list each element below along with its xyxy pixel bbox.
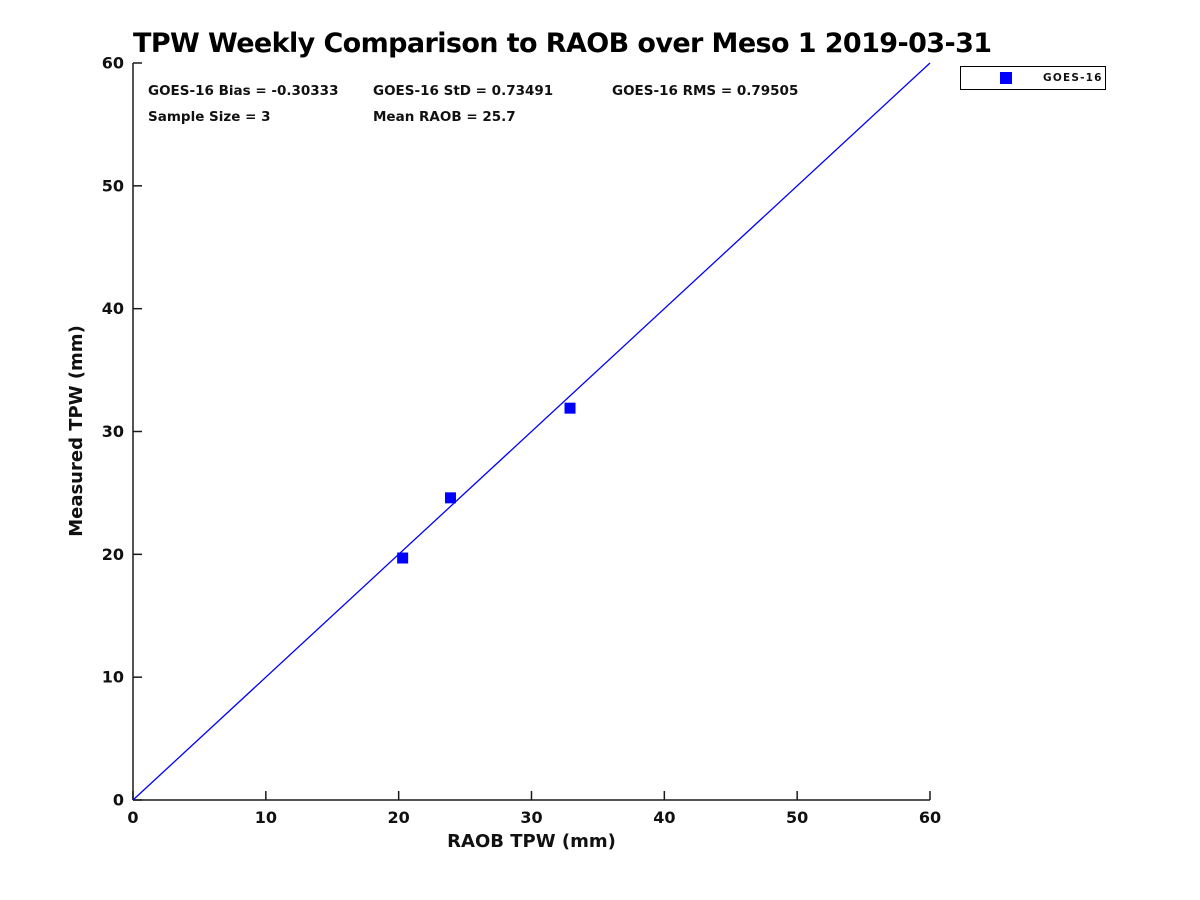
y-tick-label: 0 xyxy=(113,791,124,810)
stat-bias: GOES-16 Bias = -0.30333 xyxy=(148,83,339,99)
data-point-goes-16 xyxy=(564,402,576,414)
x-tick-label: 50 xyxy=(786,808,808,827)
stat-rms: GOES-16 RMS = 0.79505 xyxy=(612,83,799,99)
x-tick-label: 60 xyxy=(919,808,941,827)
x-tick-label: 40 xyxy=(653,808,675,827)
y-tick-label: 30 xyxy=(102,422,124,441)
stat-mean-raob: Mean RAOB = 25.7 xyxy=(373,109,516,125)
y-tick-label: 50 xyxy=(102,176,124,195)
legend-box: GOES-16 xyxy=(960,66,1106,90)
legend-square-marker-icon xyxy=(1000,72,1012,84)
stat-std: GOES-16 StD = 0.73491 xyxy=(373,83,554,99)
stat-sample-size: Sample Size = 3 xyxy=(148,109,271,125)
x-tick-label: 20 xyxy=(388,808,410,827)
chart-title: TPW Weekly Comparison to RAOB over Meso … xyxy=(133,28,992,59)
y-tick-label: 20 xyxy=(102,545,124,564)
y-tick-label: 10 xyxy=(102,668,124,687)
identity-reference-line xyxy=(132,62,931,801)
x-tick-label: 0 xyxy=(127,808,138,827)
y-tick-label: 60 xyxy=(102,54,124,73)
x-axis-label: RAOB TPW (mm) xyxy=(447,831,616,852)
y-axis-label: Measured TPW (mm) xyxy=(66,325,87,537)
data-point-goes-16 xyxy=(397,552,409,564)
x-tick-label: 30 xyxy=(520,808,542,827)
y-tick-label: 40 xyxy=(102,299,124,318)
x-tick-label: 10 xyxy=(255,808,277,827)
legend-label: GOES-16 xyxy=(1043,72,1103,84)
data-point-goes-16 xyxy=(444,492,456,504)
